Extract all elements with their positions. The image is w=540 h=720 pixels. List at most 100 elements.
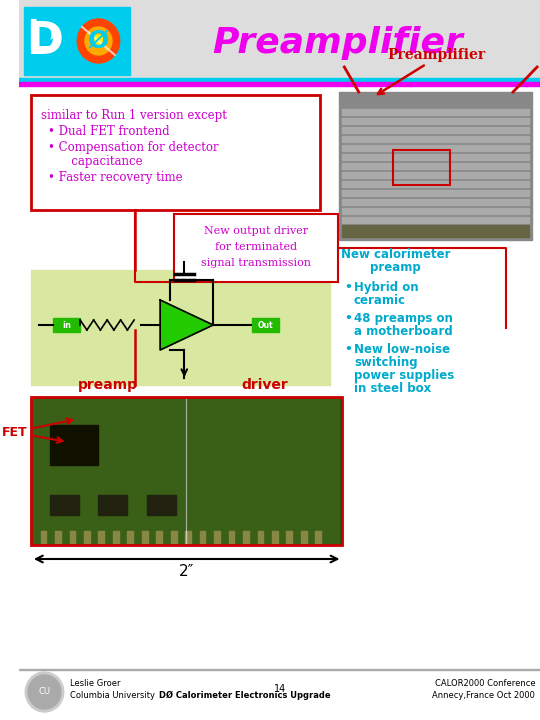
- Bar: [127, 531, 133, 543]
- Bar: [98, 531, 104, 543]
- Text: Annecy,France Oct 2000: Annecy,France Oct 2000: [433, 690, 535, 700]
- Bar: [188, 399, 340, 543]
- Text: similar to Run 1 version except: similar to Run 1 version except: [40, 109, 226, 122]
- Bar: [342, 118, 529, 124]
- Text: D: D: [27, 19, 64, 63]
- Bar: [156, 531, 162, 543]
- Text: Preamplifier: Preamplifier: [387, 48, 485, 62]
- Text: New calorimeter: New calorimeter: [341, 248, 450, 261]
- Bar: [171, 531, 177, 543]
- Bar: [98, 495, 127, 515]
- Bar: [31, 270, 330, 385]
- Text: D: D: [31, 16, 65, 54]
- Bar: [142, 531, 147, 543]
- Bar: [342, 154, 529, 160]
- Text: a motherboard: a motherboard: [354, 325, 453, 338]
- Bar: [342, 109, 529, 115]
- Text: 14: 14: [274, 684, 286, 694]
- Bar: [147, 495, 176, 515]
- Bar: [113, 531, 119, 543]
- Circle shape: [77, 19, 120, 63]
- Text: for terminated: for terminated: [214, 242, 296, 252]
- Text: Ø: Ø: [88, 29, 109, 53]
- Circle shape: [25, 672, 64, 712]
- Bar: [393, 150, 450, 185]
- Text: FET: FET: [2, 426, 27, 438]
- Bar: [342, 225, 529, 237]
- Text: power supplies: power supplies: [354, 369, 454, 382]
- Bar: [340, 92, 532, 240]
- Bar: [342, 190, 529, 196]
- Text: preamp: preamp: [78, 378, 138, 392]
- Bar: [301, 531, 307, 543]
- Text: New low-noise: New low-noise: [354, 343, 450, 356]
- Polygon shape: [160, 300, 213, 350]
- Circle shape: [28, 675, 61, 709]
- Bar: [185, 531, 191, 543]
- Bar: [53, 318, 80, 332]
- Text: driver: driver: [241, 378, 288, 392]
- Text: • Dual FET frontend: • Dual FET frontend: [49, 125, 170, 138]
- Text: DØ Calorimeter Electronics Upgrade: DØ Calorimeter Electronics Upgrade: [159, 690, 331, 700]
- Text: • Compensation for detector: • Compensation for detector: [49, 141, 219, 154]
- Text: in steel box: in steel box: [354, 382, 431, 395]
- Bar: [258, 531, 264, 543]
- Text: 2″: 2″: [179, 564, 194, 579]
- Circle shape: [85, 27, 112, 55]
- Text: CU: CU: [38, 688, 50, 696]
- Text: ceramic: ceramic: [354, 294, 406, 307]
- Bar: [342, 172, 529, 178]
- Bar: [50, 425, 98, 465]
- Bar: [342, 145, 529, 151]
- Bar: [342, 136, 529, 142]
- Bar: [31, 95, 320, 210]
- Text: •: •: [345, 281, 352, 294]
- Bar: [342, 217, 529, 223]
- Bar: [55, 531, 61, 543]
- Text: 48 preamps on: 48 preamps on: [354, 312, 453, 325]
- Text: preamp: preamp: [370, 261, 421, 274]
- Bar: [342, 226, 529, 232]
- Text: D: D: [32, 16, 64, 54]
- Text: • Faster recovery time: • Faster recovery time: [49, 171, 183, 184]
- Bar: [214, 531, 220, 543]
- Bar: [33, 399, 184, 543]
- Text: CALOR2000 Conference: CALOR2000 Conference: [435, 678, 535, 688]
- Bar: [342, 127, 529, 133]
- Circle shape: [93, 35, 104, 47]
- Bar: [315, 531, 321, 543]
- Bar: [174, 214, 338, 282]
- Text: Leslie Groer: Leslie Groer: [70, 678, 120, 688]
- Bar: [19, 78, 540, 82]
- Bar: [19, 86, 540, 670]
- Bar: [228, 531, 234, 543]
- Bar: [84, 531, 90, 543]
- Bar: [19, 669, 540, 670]
- Text: Out: Out: [258, 320, 273, 330]
- Text: Columbia University: Columbia University: [70, 690, 154, 700]
- Bar: [31, 397, 342, 545]
- Bar: [19, 0, 540, 80]
- Bar: [50, 495, 79, 515]
- Text: capacitance: capacitance: [60, 155, 143, 168]
- Bar: [70, 531, 76, 543]
- Bar: [31, 397, 342, 545]
- Text: Preamplifier: Preamplifier: [212, 26, 463, 60]
- Bar: [40, 531, 46, 543]
- Text: switching: switching: [354, 356, 417, 369]
- Bar: [286, 531, 292, 543]
- Bar: [24, 7, 130, 75]
- Text: signal transmission: signal transmission: [201, 258, 310, 268]
- Text: in: in: [62, 320, 71, 330]
- Text: D: D: [26, 17, 61, 59]
- Bar: [342, 208, 529, 214]
- Bar: [342, 199, 529, 205]
- Bar: [342, 181, 529, 187]
- Text: New output driver: New output driver: [204, 226, 308, 236]
- Bar: [200, 531, 206, 543]
- Bar: [19, 82, 540, 86]
- Text: Hybrid on: Hybrid on: [354, 281, 418, 294]
- Bar: [252, 318, 279, 332]
- Bar: [272, 531, 278, 543]
- Bar: [243, 531, 249, 543]
